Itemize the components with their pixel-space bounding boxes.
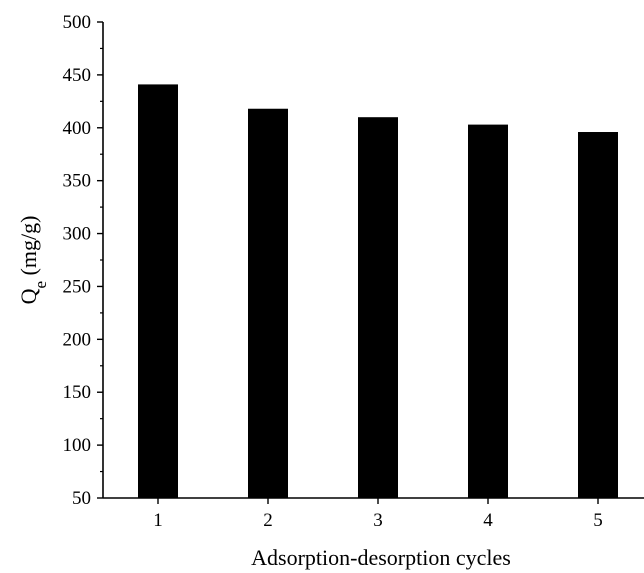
x-tick-label-2: 2: [263, 510, 273, 531]
y-tick-label-100: 100: [63, 435, 92, 456]
y-tick-label-400: 400: [63, 118, 92, 139]
y-axis-title-unit: (mg/g): [16, 216, 41, 281]
bar-cycle-3: [358, 117, 398, 498]
y-tick-label-500: 500: [63, 12, 92, 33]
y-tick-label-250: 250: [63, 276, 92, 297]
x-tick-label-3: 3: [373, 510, 383, 531]
y-tick-label-350: 350: [63, 171, 92, 192]
y-tick-label-450: 450: [63, 65, 92, 86]
y-axis-title: Qe (mg/g): [16, 216, 50, 305]
y-tick-label-50: 50: [72, 488, 91, 509]
x-tick-label-1: 1: [153, 510, 163, 531]
y-tick-label-200: 200: [63, 329, 92, 350]
bars-group: [138, 84, 618, 499]
x-axis-title: Adsorption-desorption cycles: [251, 545, 511, 570]
y-tick-label-150: 150: [63, 382, 92, 403]
bar-cycle-2: [248, 108, 288, 498]
x-tick-label-4: 4: [483, 510, 493, 531]
y-axis-title-subscript: e: [31, 281, 50, 289]
bar-cycle-4: [468, 124, 508, 499]
bar-cycle-5: [578, 132, 618, 498]
x-tick-label-5: 5: [593, 510, 603, 531]
y-ticks-group: 50 100 150 200 250 300 350 400 450 500: [63, 12, 103, 509]
y-tick-label-300: 300: [63, 224, 92, 245]
y-axis-title-main: Q: [16, 288, 41, 304]
bar-cycle-1: [138, 84, 178, 499]
x-ticks-group: 1 2 3 4 5: [153, 498, 603, 531]
